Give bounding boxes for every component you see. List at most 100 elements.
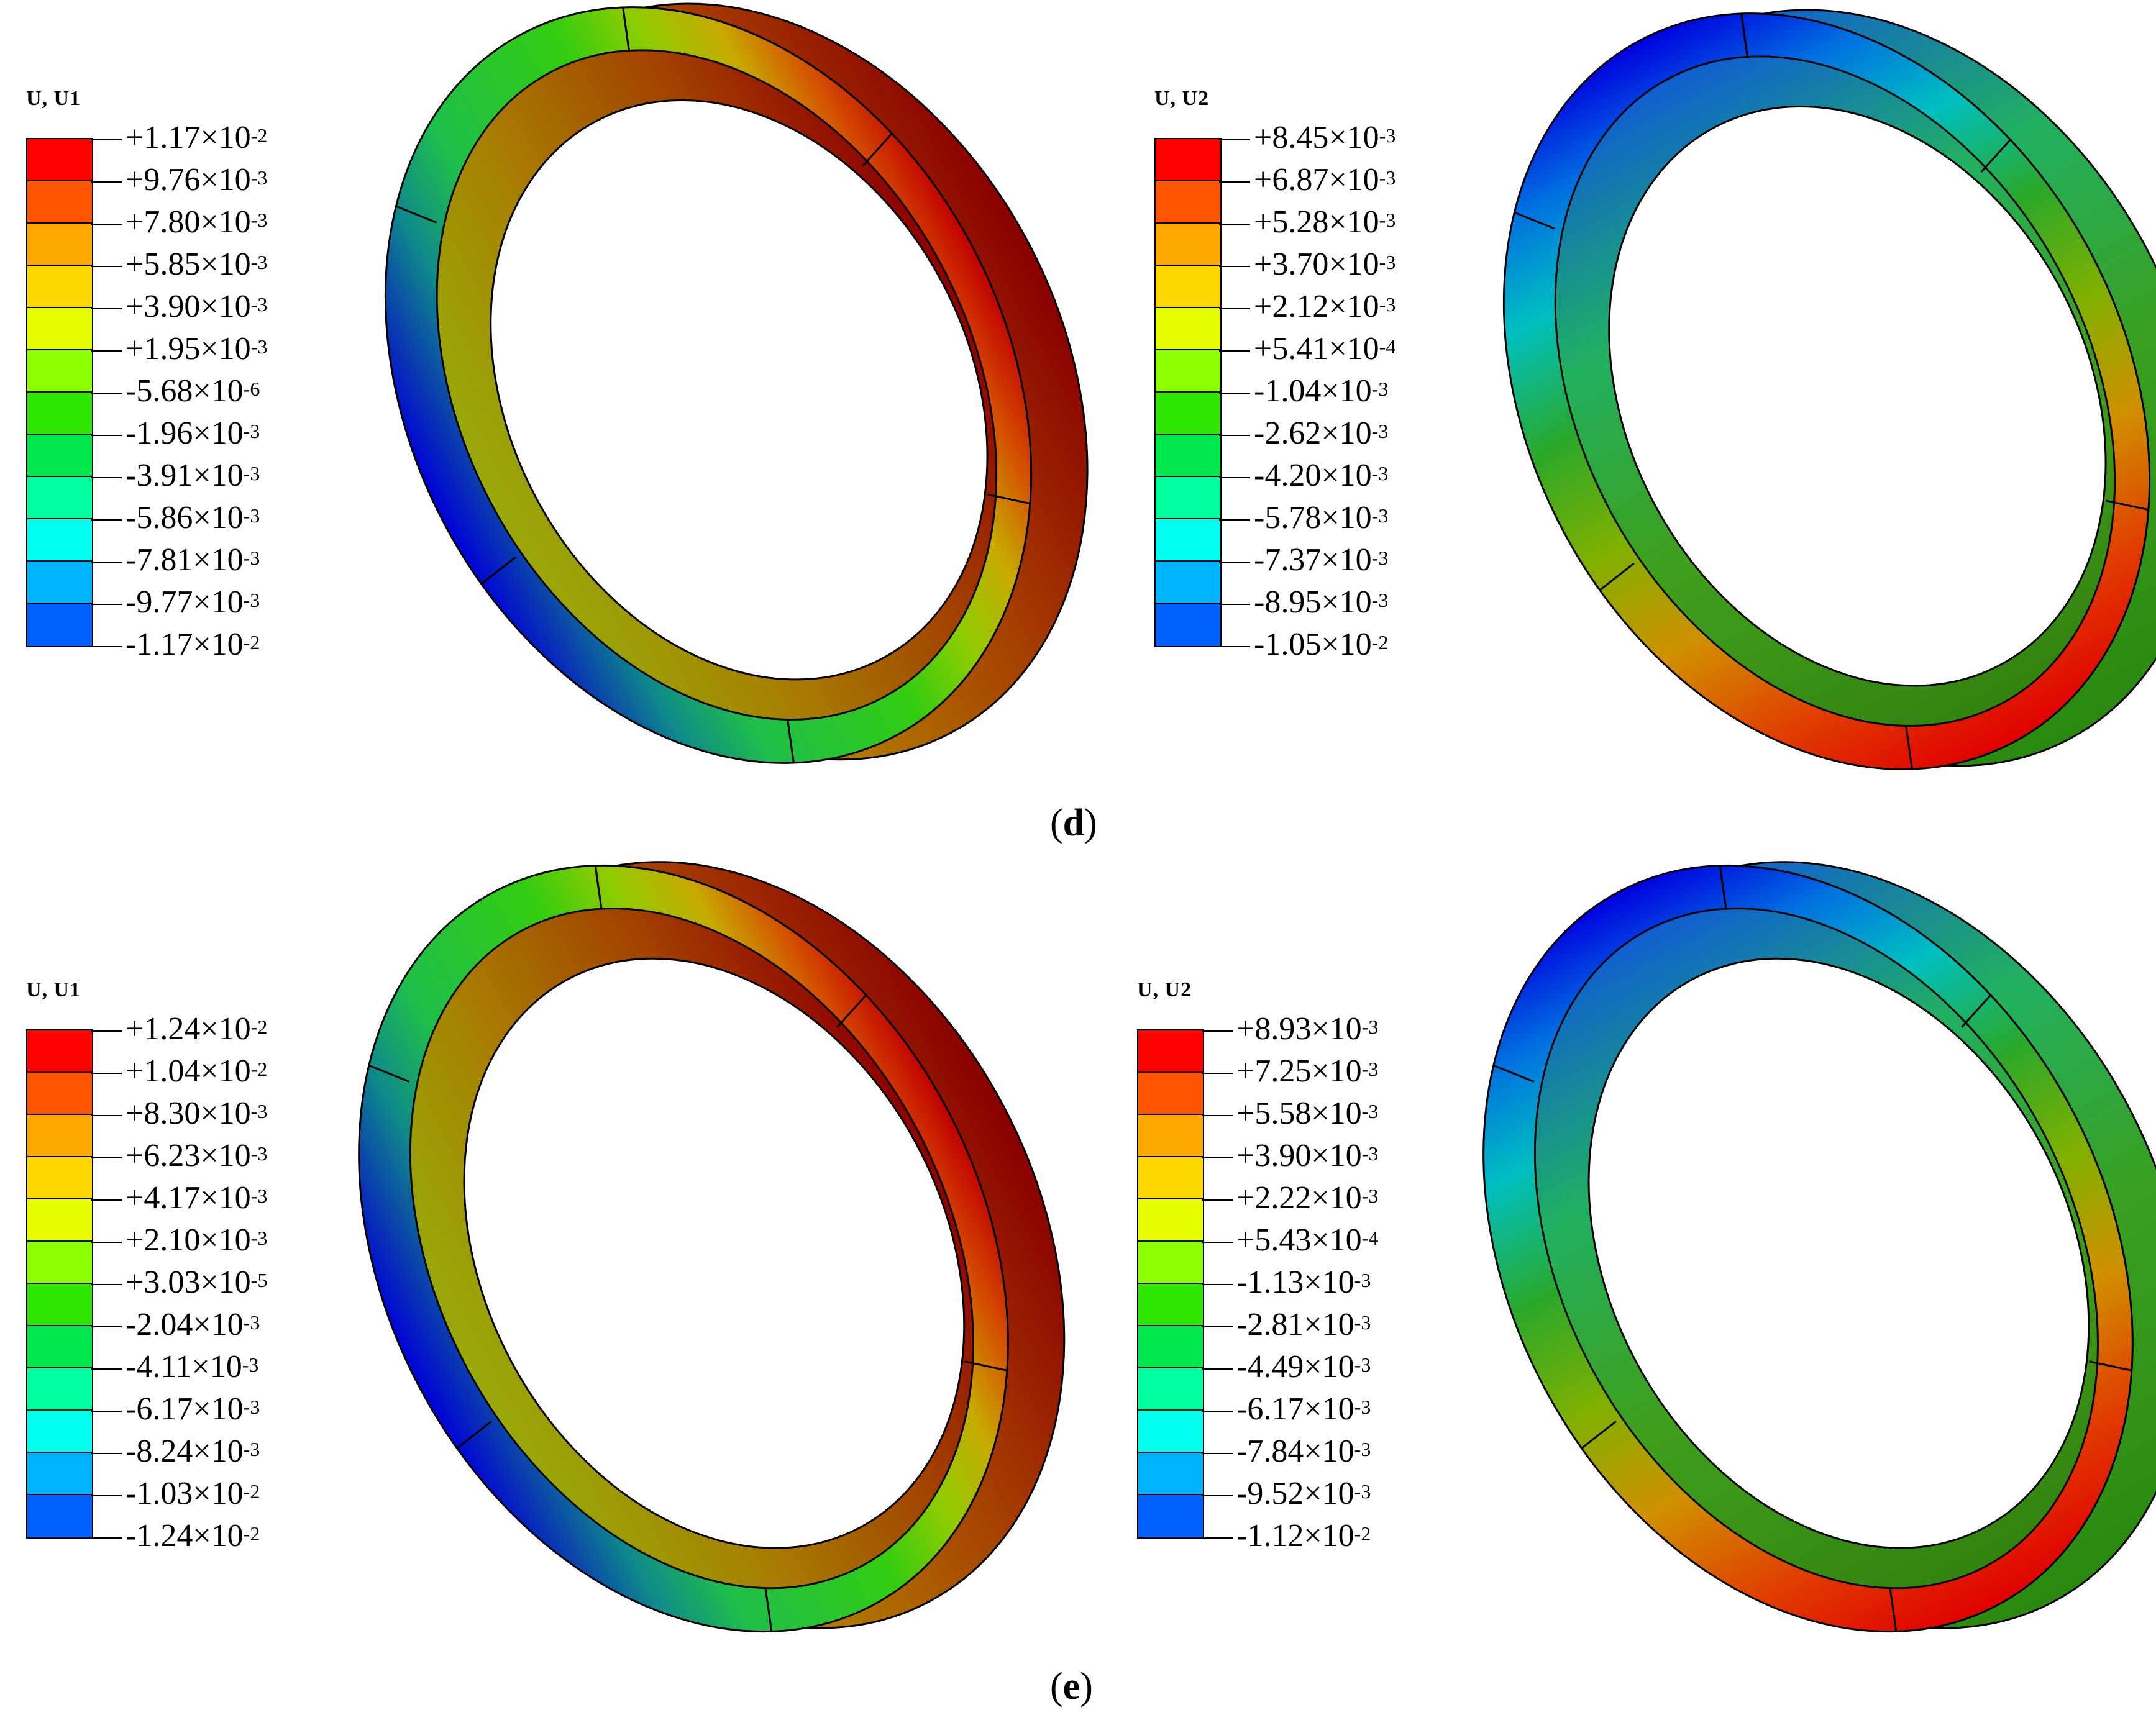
ring-d-u2-segment-line (1980, 139, 2011, 173)
tick-exponent: -3 (243, 504, 260, 527)
color-swatch (27, 139, 92, 181)
color-swatch (1156, 435, 1220, 477)
ring-e-u1-segment-line (456, 1421, 492, 1449)
legend-tick-label: +1.17×10-2 (126, 122, 267, 154)
legend-tick-label: -9.77×10-3 (126, 586, 260, 619)
color-swatch (27, 1242, 92, 1284)
legend-tick (1219, 266, 1250, 267)
color-scale-bar (1137, 1029, 1204, 1539)
tick-mantissa: +9.76×10 (126, 162, 251, 198)
tick-exponent: -3 (243, 1438, 260, 1460)
legend-tick-label: -2.81×10-3 (1236, 1309, 1371, 1341)
legend-tick (1202, 1453, 1233, 1454)
legend-tick-label: +8.45×10-3 (1254, 122, 1395, 154)
legend-title: U, U1 (26, 978, 81, 1001)
tick-mantissa: -6.17×10 (126, 1391, 244, 1427)
legend-tick-label: +4.17×10-3 (126, 1182, 267, 1214)
tick-exponent: -3 (1371, 420, 1389, 442)
tick-exponent: -3 (1354, 1311, 1371, 1334)
color-swatch (27, 435, 92, 477)
legend-tick (1219, 224, 1250, 225)
legend-tick (91, 1284, 122, 1285)
legend-tick-label: +2.22×10-3 (1236, 1182, 1378, 1214)
tick-exponent: -3 (1354, 1480, 1371, 1503)
color-swatch (1138, 1368, 1203, 1411)
color-swatch (27, 1030, 92, 1073)
ring-e-u1-segment-line (764, 1588, 773, 1632)
legend-tick-label: -6.17×10-3 (1236, 1393, 1371, 1426)
color-swatch (1138, 1199, 1203, 1242)
tick-exponent: -3 (1354, 1396, 1371, 1418)
legend-tick (1202, 1326, 1233, 1327)
tick-mantissa: +2.22×10 (1236, 1180, 1362, 1216)
color-swatch (27, 1453, 92, 1495)
tick-mantissa: +4.17×10 (126, 1180, 251, 1216)
tick-exponent: -3 (1379, 166, 1396, 189)
legend-tick (91, 1157, 122, 1158)
tick-exponent: -3 (250, 293, 268, 316)
legend-tick (91, 646, 122, 647)
ring-d-u2-segment-line (1740, 13, 1748, 57)
tick-mantissa: +3.03×10 (126, 1265, 251, 1300)
legend-tick-label: -2.62×10-3 (1254, 417, 1388, 450)
legend-tick-label: +6.23×10-3 (126, 1140, 267, 1172)
color-swatch (1138, 1453, 1203, 1495)
tick-exponent: -3 (250, 335, 268, 358)
legend-tick-label: -2.04×10-3 (126, 1309, 260, 1341)
legend-tick-label: +3.90×10-3 (126, 291, 267, 323)
tick-mantissa: +3.70×10 (1254, 247, 1379, 282)
tick-exponent: -2 (243, 631, 260, 653)
tick-exponent: -3 (1371, 378, 1389, 400)
tick-exponent: -3 (243, 462, 260, 484)
legend-tick-label: -1.24×10-2 (126, 1520, 260, 1552)
color-swatch (27, 224, 92, 266)
color-swatch (1138, 1495, 1203, 1537)
tick-mantissa: +6.87×10 (1254, 162, 1379, 198)
tick-exponent: -3 (250, 1227, 268, 1249)
tick-mantissa: -2.81×10 (1236, 1307, 1354, 1342)
color-swatch (1156, 266, 1220, 308)
legend-tick (1219, 139, 1250, 140)
tick-exponent: -3 (1361, 1142, 1379, 1165)
tick-mantissa: +7.80×10 (126, 204, 251, 240)
color-swatch (27, 519, 92, 562)
ring-e-u1-segment-line (368, 1064, 410, 1083)
legend-tick (91, 1411, 122, 1412)
legend-tick-label: +8.93×10-3 (1236, 1013, 1378, 1045)
tick-mantissa: +5.85×10 (126, 247, 251, 282)
color-swatch (1138, 1157, 1203, 1199)
ring-d-u1-segment-line (480, 556, 516, 585)
legend-tick-label: -4.20×10-3 (1254, 460, 1388, 492)
legend-tick (91, 1199, 122, 1201)
tick-mantissa: -1.24×10 (126, 1518, 244, 1554)
legend-tick-label: -4.49×10-3 (1236, 1351, 1371, 1383)
color-swatch (27, 1073, 92, 1115)
legend-tick (91, 1073, 122, 1074)
legend-tick (1219, 604, 1250, 605)
legend-tick (91, 266, 122, 267)
ring-d-u1-segment-line (622, 7, 630, 51)
legend-tick-label: +6.87×10-3 (1254, 164, 1395, 196)
tick-exponent: -3 (1354, 1353, 1371, 1376)
ring-d-u2-segment-line (1905, 726, 1913, 770)
tick-mantissa: +3.90×10 (1236, 1138, 1362, 1173)
legend-tick-label: +5.85×10-3 (126, 248, 267, 281)
tick-mantissa: -7.81×10 (126, 542, 244, 578)
legend-tick-label: -5.86×10-3 (126, 502, 260, 534)
color-scale-bar (26, 138, 93, 647)
legend-tick-label: +7.80×10-3 (126, 206, 267, 239)
tick-mantissa: +8.45×10 (1254, 120, 1379, 155)
tick-mantissa: +1.04×10 (126, 1053, 251, 1089)
tick-mantissa: +8.93×10 (1236, 1011, 1362, 1047)
tick-mantissa: -1.13×10 (1236, 1265, 1354, 1300)
color-swatch (1156, 562, 1220, 604)
legend-tick-label: +1.04×10-2 (126, 1055, 267, 1088)
ring-d-u1-segment-line (987, 493, 1031, 505)
color-swatch (1156, 519, 1220, 562)
color-swatch (27, 1284, 92, 1326)
color-swatch (1138, 1411, 1203, 1453)
tick-mantissa: -9.77×10 (126, 585, 244, 620)
color-swatch (1138, 1073, 1203, 1115)
legend-tick (91, 1368, 122, 1370)
